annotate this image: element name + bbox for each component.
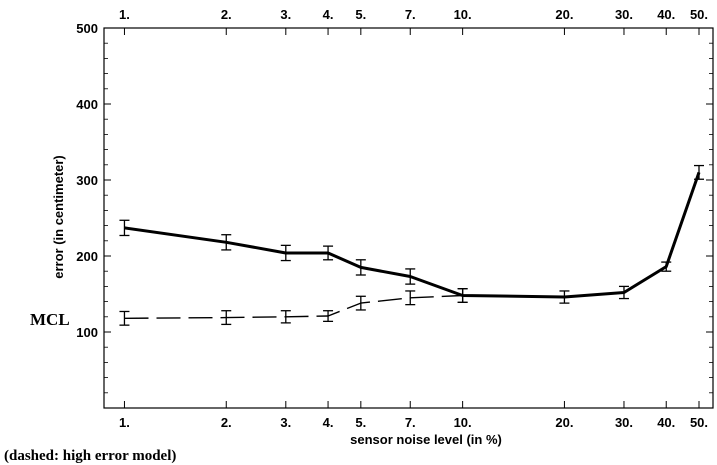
- tick-labels: 1. 1. 2. 2. 3. 3. 4. 4. 5. 5. 7. 7. 10. 10. 20. 20. 30. 3…: [76, 7, 708, 430]
- plot-frame: [103, 27, 714, 409]
- x-tick-label-top: 1.: [119, 7, 130, 22]
- x-tick-label-top: 10.: [454, 7, 472, 22]
- x-tick-label-bottom: 20.: [555, 415, 573, 430]
- x-axis-title: sensor noise level (in %): [350, 432, 502, 447]
- x-tick-label-bottom: 1.: [119, 415, 130, 430]
- data-series: [119, 164, 705, 326]
- y-tick-label: 200: [76, 249, 98, 264]
- x-tick-label-top: 30.: [615, 7, 633, 22]
- x-tick-label-bottom: 2.: [221, 415, 232, 430]
- x-tick-label-bottom: 40.: [657, 415, 675, 430]
- tick-marks: [104, 27, 713, 408]
- series-line-solid: [124, 171, 701, 299]
- x-tick-label-top: 7.: [405, 7, 416, 22]
- x-tick-label-bottom: 3.: [280, 415, 291, 430]
- y-tick-label: 500: [76, 21, 98, 36]
- x-tick-label-top: 3.: [280, 7, 291, 22]
- x-tick-label-top: 40.: [657, 7, 675, 22]
- x-tick-label-bottom: 4.: [323, 415, 334, 430]
- series-line-dashed: [124, 294, 463, 319]
- x-tick-label-top: 20.: [555, 7, 573, 22]
- y-tick-label: 400: [76, 97, 98, 112]
- mcl-annotation: MCL: [30, 310, 70, 329]
- x-tick-label-bottom: 5.: [355, 415, 366, 430]
- y-axis-title: error (in centimeter): [51, 155, 66, 279]
- x-tick-label-top: 50.: [690, 7, 708, 22]
- x-tick-label-top: 2.: [221, 7, 232, 22]
- plot-border: [103, 27, 714, 409]
- x-tick-label-top: 5.: [355, 7, 366, 22]
- x-tick-label-bottom: 10.: [454, 415, 472, 430]
- x-tick-label-bottom: 30.: [615, 415, 633, 430]
- y-tick-label: 100: [76, 325, 98, 340]
- dashed-series-note: (dashed: high error model): [4, 448, 176, 464]
- x-tick-label-bottom: 50.: [690, 415, 708, 430]
- x-tick-label-bottom: 7.: [405, 415, 416, 430]
- x-tick-label-top: 4.: [323, 7, 334, 22]
- y-tick-label: 300: [76, 173, 98, 188]
